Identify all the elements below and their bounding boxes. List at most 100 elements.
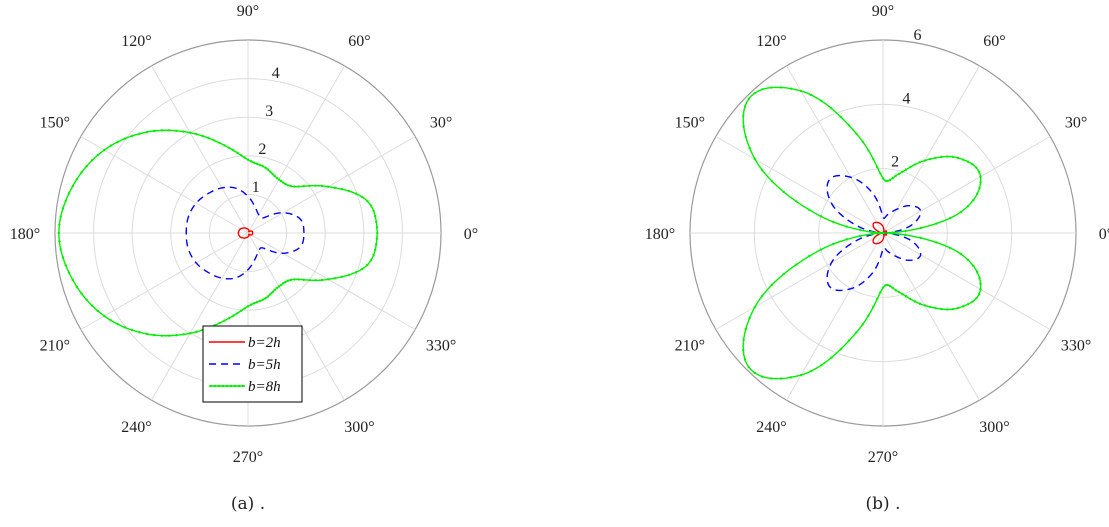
series-marker bbox=[96, 153, 100, 157]
radial-tick-label: 2 bbox=[258, 141, 266, 158]
legend-marker bbox=[237, 384, 241, 388]
series-marker bbox=[123, 326, 127, 329]
radial-tick-label: 6 bbox=[914, 27, 922, 44]
series-marker bbox=[923, 304, 927, 307]
grid-spoke bbox=[882, 232, 980, 401]
series-marker bbox=[876, 297, 879, 301]
angle-tick-label: 0° bbox=[464, 226, 478, 243]
series-marker bbox=[891, 286, 894, 290]
angle-tick-label: 150° bbox=[40, 115, 70, 132]
series-marker bbox=[227, 146, 231, 150]
series-marker bbox=[369, 204, 373, 207]
angle-tick-label: 210° bbox=[40, 338, 70, 355]
series-marker bbox=[753, 371, 756, 375]
series-marker bbox=[761, 375, 764, 378]
grid-spoke bbox=[882, 65, 980, 234]
series-marker bbox=[188, 332, 192, 335]
series-marker bbox=[85, 298, 88, 302]
series-marker bbox=[847, 124, 851, 127]
series-marker bbox=[886, 283, 889, 287]
series-marker bbox=[876, 165, 879, 169]
series-marker bbox=[327, 278, 330, 281]
series-marker bbox=[375, 237, 379, 240]
series-marker bbox=[819, 215, 823, 218]
series-marker bbox=[354, 192, 358, 195]
series-marker bbox=[277, 178, 281, 181]
series-marker bbox=[153, 129, 156, 133]
series-marker bbox=[760, 168, 764, 172]
angle-tick-label: 210° bbox=[675, 338, 705, 355]
grid-spoke bbox=[715, 136, 884, 234]
grid-spoke bbox=[80, 136, 249, 234]
series-marker bbox=[959, 252, 962, 256]
series-marker bbox=[75, 177, 79, 181]
series-marker bbox=[255, 300, 259, 304]
series-marker bbox=[223, 319, 226, 322]
series-marker bbox=[760, 294, 764, 298]
series-marker bbox=[847, 339, 851, 342]
series-marker bbox=[839, 348, 842, 351]
series-marker bbox=[252, 161, 256, 164]
series-marker bbox=[919, 236, 923, 240]
series-marker bbox=[168, 334, 171, 337]
series-marker bbox=[782, 190, 785, 194]
series-marker bbox=[861, 140, 864, 143]
series-marker bbox=[213, 139, 216, 142]
series-marker bbox=[246, 305, 250, 308]
legend-marker bbox=[213, 384, 217, 388]
series-marker bbox=[273, 288, 276, 292]
series-marker bbox=[236, 311, 239, 315]
series-marker bbox=[249, 303, 253, 306]
series-marker bbox=[881, 286, 885, 289]
series-marker bbox=[71, 278, 74, 282]
series-marker bbox=[809, 93, 813, 97]
series-marker bbox=[979, 288, 982, 291]
series-marker bbox=[218, 141, 221, 145]
series-marker bbox=[904, 229, 907, 233]
series-marker bbox=[314, 184, 317, 187]
series-marker bbox=[753, 305, 757, 309]
series-marker bbox=[782, 272, 785, 276]
series-marker bbox=[904, 168, 908, 171]
series-marker bbox=[742, 349, 745, 352]
legend-label: b=5h bbox=[248, 357, 281, 373]
angle-tick-label: 240° bbox=[756, 419, 786, 436]
series-marker bbox=[977, 293, 981, 296]
series-marker bbox=[959, 210, 962, 214]
series-marker bbox=[273, 174, 276, 178]
series-marker bbox=[972, 198, 975, 202]
series-marker bbox=[96, 309, 100, 313]
series-marker bbox=[258, 299, 262, 303]
series-marker bbox=[195, 132, 198, 136]
series-marker bbox=[743, 358, 747, 361]
radial-tick-label: 3 bbox=[265, 103, 273, 120]
series-marker bbox=[297, 278, 300, 281]
series-marker bbox=[71, 184, 74, 188]
series-marker bbox=[293, 278, 296, 281]
series-marker bbox=[255, 162, 259, 166]
series-marker bbox=[884, 284, 887, 287]
angle-tick-label: 150° bbox=[675, 115, 705, 132]
series-marker bbox=[979, 175, 982, 178]
series-marker bbox=[58, 240, 61, 243]
series-marker bbox=[888, 284, 892, 288]
angle-tick-label: 180° bbox=[645, 226, 675, 243]
series-marker bbox=[894, 288, 897, 292]
series-marker bbox=[809, 369, 813, 373]
series-marker bbox=[904, 233, 907, 237]
series-line-b-2h bbox=[237, 227, 254, 239]
series-marker bbox=[859, 228, 862, 232]
series-marker bbox=[64, 263, 67, 267]
series-marker bbox=[282, 181, 285, 184]
series-marker bbox=[138, 132, 141, 135]
series-marker bbox=[867, 149, 870, 152]
series-marker bbox=[308, 184, 311, 188]
series-marker bbox=[918, 161, 921, 164]
series-marker bbox=[67, 192, 71, 195]
series-marker bbox=[252, 302, 256, 305]
series-marker bbox=[867, 314, 870, 317]
series-marker bbox=[779, 377, 783, 380]
series-marker bbox=[901, 292, 904, 296]
grid-spoke bbox=[786, 65, 884, 234]
legend-label: b=8h bbox=[248, 379, 281, 395]
